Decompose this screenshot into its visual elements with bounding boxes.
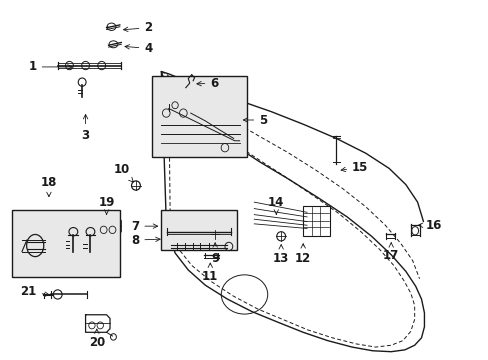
Text: 6: 6 xyxy=(197,77,218,90)
Bar xyxy=(303,206,329,236)
Text: 7: 7 xyxy=(131,220,157,233)
Text: 15: 15 xyxy=(340,161,367,174)
Text: 19: 19 xyxy=(98,195,115,215)
Text: 12: 12 xyxy=(294,244,311,265)
Text: 3: 3 xyxy=(81,114,89,142)
Text: 9: 9 xyxy=(211,243,219,265)
Text: 4: 4 xyxy=(125,42,152,55)
Text: 1: 1 xyxy=(28,60,72,73)
Bar xyxy=(161,210,237,250)
Bar xyxy=(12,210,120,277)
Text: 2: 2 xyxy=(123,21,152,34)
Text: 17: 17 xyxy=(382,243,399,262)
Text: 13: 13 xyxy=(272,245,289,265)
Text: 14: 14 xyxy=(267,195,284,215)
Text: 5: 5 xyxy=(243,113,267,126)
Text: 16: 16 xyxy=(418,219,441,232)
Text: 10: 10 xyxy=(113,163,133,182)
Bar xyxy=(151,76,246,157)
Text: 21: 21 xyxy=(20,285,49,298)
Text: 20: 20 xyxy=(88,329,105,349)
Text: 18: 18 xyxy=(41,176,57,197)
Text: 11: 11 xyxy=(202,263,218,283)
Text: 8: 8 xyxy=(131,234,160,247)
